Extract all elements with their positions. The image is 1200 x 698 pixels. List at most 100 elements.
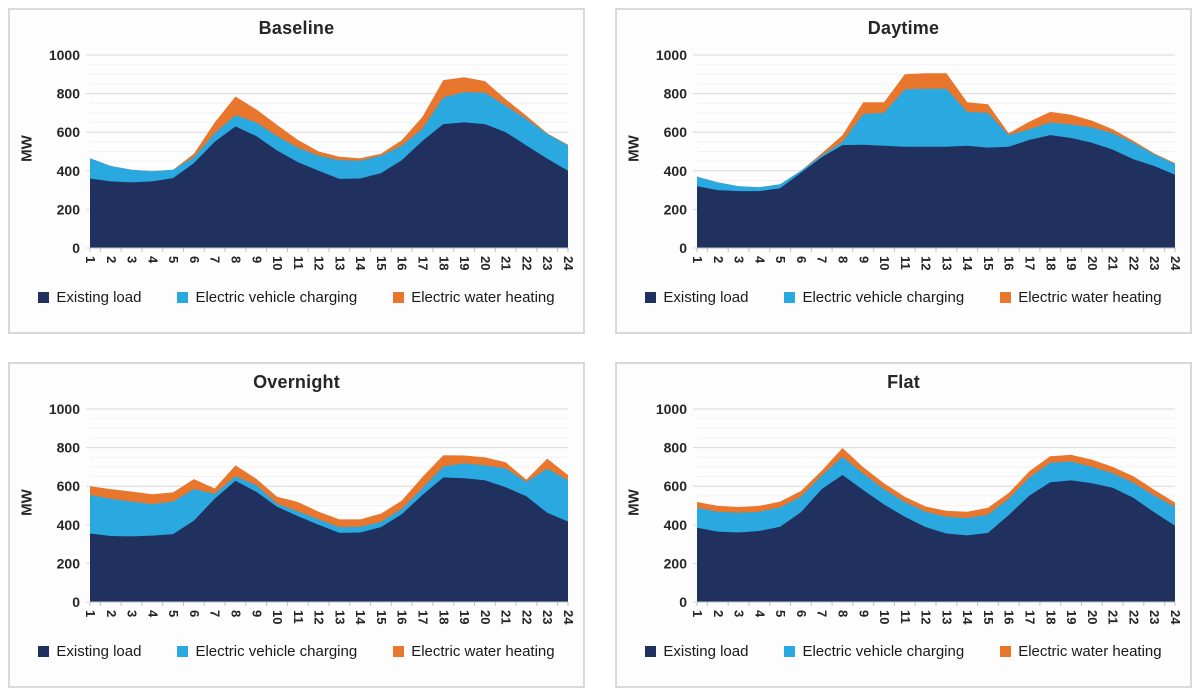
chart-title-baseline: Baseline	[258, 18, 335, 38]
svg-text:6: 6	[794, 610, 809, 617]
svg-text:14: 14	[353, 256, 368, 271]
svg-text:200: 200	[57, 555, 81, 571]
svg-text:6: 6	[187, 256, 202, 263]
svg-text:8: 8	[835, 610, 850, 617]
legend-label-water-heating: Electric water heating	[1018, 289, 1162, 306]
legend-label-existing-load: Existing load	[56, 643, 142, 660]
svg-text:1: 1	[83, 256, 98, 263]
y-axis-title: MW	[625, 489, 643, 516]
svg-text:17: 17	[416, 610, 431, 624]
legend-item-water-heating: Electric water heating	[1000, 289, 1162, 306]
svg-text:12: 12	[919, 610, 934, 624]
svg-text:19: 19	[1064, 610, 1079, 624]
svg-text:20: 20	[1085, 256, 1100, 270]
ev-charging-swatch-icon	[784, 292, 796, 303]
svg-text:21: 21	[499, 256, 514, 270]
y-axis-title: MW	[18, 489, 36, 516]
svg-text:9: 9	[249, 610, 264, 617]
legend-label-water-heating: Electric water heating	[411, 289, 555, 306]
svg-text:12: 12	[312, 610, 327, 624]
svg-text:9: 9	[856, 610, 871, 617]
chart-legend: Existing load Electric vehicle charging …	[617, 643, 1190, 660]
svg-text:16: 16	[395, 610, 410, 624]
svg-text:200: 200	[664, 201, 688, 217]
chart-title-flat: Flat	[887, 372, 920, 392]
water-heating-swatch-icon	[393, 292, 405, 303]
legend-item-ev-charging: Electric vehicle charging	[784, 289, 964, 306]
svg-text:4: 4	[145, 610, 160, 618]
svg-text:17: 17	[416, 256, 431, 270]
svg-text:19: 19	[457, 610, 472, 624]
svg-text:18: 18	[1043, 610, 1058, 624]
legend-label-existing-load: Existing load	[56, 289, 142, 306]
svg-text:2: 2	[104, 610, 119, 617]
legend-item-ev-charging: Electric vehicle charging	[177, 643, 357, 660]
svg-text:12: 12	[312, 256, 327, 270]
svg-text:11: 11	[291, 256, 306, 270]
svg-text:400: 400	[664, 163, 688, 179]
svg-text:18: 18	[436, 610, 451, 624]
svg-text:7: 7	[815, 256, 830, 263]
svg-text:18: 18	[1043, 256, 1058, 270]
svg-text:1000: 1000	[656, 47, 687, 63]
svg-text:2: 2	[711, 610, 726, 617]
svg-text:10: 10	[877, 256, 892, 270]
existing-load-swatch-icon	[645, 292, 657, 303]
svg-text:9: 9	[249, 256, 264, 263]
svg-text:4: 4	[752, 610, 767, 618]
svg-text:5: 5	[166, 610, 181, 617]
ev-charging-swatch-icon	[177, 292, 189, 303]
svg-text:18: 18	[436, 256, 451, 270]
water-heating-swatch-icon	[393, 646, 405, 657]
svg-text:200: 200	[664, 555, 688, 571]
svg-text:800: 800	[664, 86, 688, 102]
existing-load-swatch-icon	[38, 646, 50, 657]
svg-text:3: 3	[125, 256, 140, 263]
svg-text:22: 22	[1126, 256, 1141, 270]
legend-label-existing-load: Existing load	[663, 289, 749, 306]
svg-text:22: 22	[1126, 610, 1141, 624]
legend-item-ev-charging: Electric vehicle charging	[784, 643, 964, 660]
legend-item-water-heating: Electric water heating	[393, 643, 555, 660]
svg-text:24: 24	[561, 256, 576, 271]
svg-text:16: 16	[395, 256, 410, 270]
svg-text:24: 24	[561, 610, 576, 625]
svg-text:16: 16	[1002, 256, 1017, 270]
svg-text:19: 19	[457, 256, 472, 270]
svg-text:22: 22	[519, 610, 534, 624]
chart-panel-overnight: Overnight MW 0 200 400 600 800 1000 1 2 3 4 5 6 7 8 9 1…	[8, 362, 585, 688]
svg-text:10: 10	[270, 610, 285, 624]
svg-text:0: 0	[72, 594, 80, 610]
svg-text:24: 24	[1168, 256, 1183, 271]
y-axis-title: MW	[18, 135, 36, 162]
svg-text:600: 600	[57, 124, 81, 140]
svg-text:15: 15	[981, 256, 996, 270]
legend-item-existing-load: Existing load	[38, 643, 141, 660]
svg-text:13: 13	[332, 256, 347, 270]
legend-item-existing-load: Existing load	[645, 643, 748, 660]
svg-text:1000: 1000	[49, 47, 80, 63]
legend-item-existing-load: Existing load	[645, 289, 748, 306]
svg-text:22: 22	[519, 256, 534, 270]
svg-text:9: 9	[856, 256, 871, 263]
legend-label-ev-charging: Electric vehicle charging	[195, 289, 358, 306]
svg-text:21: 21	[1106, 610, 1121, 624]
svg-text:8: 8	[835, 256, 850, 263]
svg-text:20: 20	[1085, 610, 1100, 624]
svg-text:400: 400	[57, 517, 81, 533]
legend-label-ev-charging: Electric vehicle charging	[802, 289, 965, 306]
svg-text:10: 10	[270, 256, 285, 270]
svg-text:19: 19	[1064, 256, 1079, 270]
svg-text:11: 11	[898, 610, 913, 624]
legend-item-ev-charging: Electric vehicle charging	[177, 289, 357, 306]
svg-text:13: 13	[939, 256, 954, 270]
svg-text:2: 2	[104, 256, 119, 263]
water-heating-swatch-icon	[1000, 292, 1012, 303]
svg-text:7: 7	[208, 610, 223, 617]
svg-text:20: 20	[478, 256, 493, 270]
ev-charging-swatch-icon	[784, 646, 796, 657]
svg-text:6: 6	[187, 610, 202, 617]
svg-text:0: 0	[72, 240, 80, 256]
